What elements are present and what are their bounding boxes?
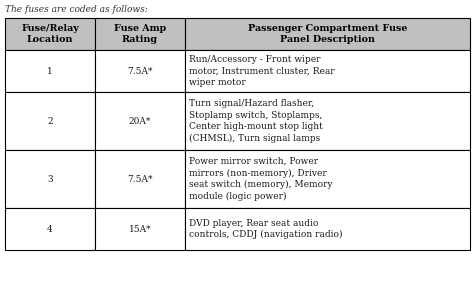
Bar: [95, 150, 185, 208]
Bar: [185, 92, 470, 150]
Bar: [5, 50, 95, 92]
Text: Fuse Amp
Rating: Fuse Amp Rating: [114, 24, 166, 44]
Bar: [185, 18, 470, 50]
Text: 2: 2: [47, 117, 53, 126]
Bar: [185, 150, 470, 208]
Text: The fuses are coded as follows:: The fuses are coded as follows:: [5, 5, 148, 14]
Bar: [5, 92, 95, 150]
Text: 4: 4: [47, 225, 53, 234]
Bar: [95, 18, 185, 50]
Text: 1: 1: [47, 67, 53, 76]
Text: 3: 3: [47, 175, 53, 183]
Text: 7.5A*: 7.5A*: [127, 175, 153, 183]
Bar: [95, 208, 185, 250]
Text: Power mirror switch, Power
mirrors (non-memory), Driver
seat switch (memory), Me: Power mirror switch, Power mirrors (non-…: [189, 157, 333, 201]
Text: 15A*: 15A*: [128, 225, 151, 234]
Text: Turn signal/Hazard flasher,
Stoplamp switch, Stoplamps,
Center high-mount stop l: Turn signal/Hazard flasher, Stoplamp swi…: [189, 99, 323, 143]
Bar: [5, 18, 95, 50]
Bar: [95, 50, 185, 92]
Bar: [185, 50, 470, 92]
Text: 7.5A*: 7.5A*: [127, 67, 153, 76]
Text: Passenger Compartment Fuse
Panel Description: Passenger Compartment Fuse Panel Descrip…: [248, 24, 407, 44]
Text: Fuse/Relay
Location: Fuse/Relay Location: [21, 24, 79, 44]
Text: DVD player, Rear seat audio
controls, CDDJ (navigation radio): DVD player, Rear seat audio controls, CD…: [189, 219, 343, 239]
Bar: [5, 208, 95, 250]
Bar: [185, 208, 470, 250]
Text: 20A*: 20A*: [129, 117, 151, 126]
Text: Run/Accessory - Front wiper
motor, Instrument cluster, Rear
wiper motor: Run/Accessory - Front wiper motor, Instr…: [189, 55, 335, 87]
Bar: [5, 150, 95, 208]
Bar: [95, 92, 185, 150]
